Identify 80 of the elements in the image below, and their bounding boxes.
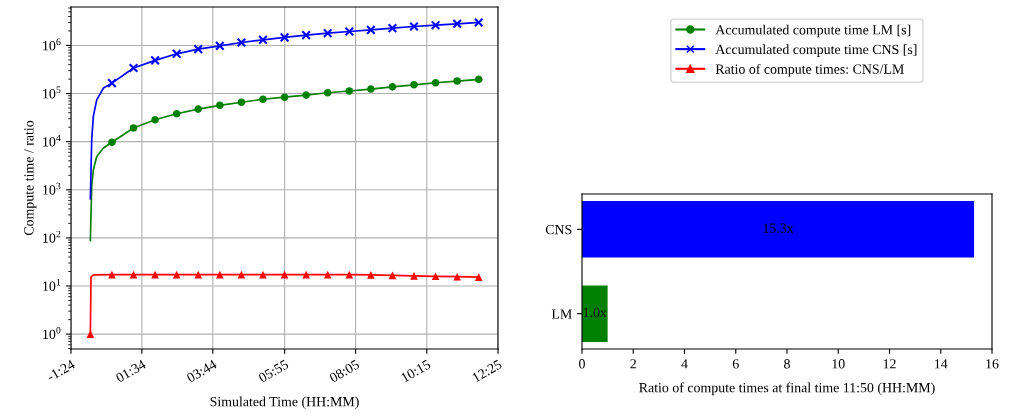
x-tick-label: 0 [579, 359, 585, 369]
y-tick-label: 10$^{2}$ [43, 230, 61, 243]
point [367, 271, 375, 279]
point [453, 77, 461, 85]
point [129, 124, 138, 132]
point [322, 28, 333, 39]
point [172, 109, 181, 118]
point [387, 23, 398, 33]
x-tick-label: 05:55 [257, 359, 290, 383]
point [452, 18, 463, 29]
point [194, 105, 203, 113]
point [473, 17, 484, 28]
point [344, 26, 355, 37]
point [108, 138, 116, 147]
point [410, 272, 418, 280]
x-tick-label: 14 [935, 359, 948, 369]
x-tick-label: 16 [986, 359, 999, 369]
y-tick-label: 10$^{4}$ [43, 134, 61, 147]
y-tick-label: 10$^{5}$ [43, 86, 61, 99]
point [279, 32, 290, 43]
point [474, 75, 483, 84]
point [366, 25, 376, 35]
point [237, 98, 246, 107]
x-tick-label: 6 [732, 359, 739, 369]
point [171, 48, 182, 59]
x-tick-label: 4 [681, 359, 688, 369]
point [388, 83, 397, 91]
point [345, 87, 354, 95]
point [430, 20, 441, 31]
point [410, 81, 418, 89]
y-tick-label: 10$^{0}$ [43, 327, 61, 340]
legend-label: Accumulated compute time LM [s] [715, 24, 911, 38]
point [150, 55, 160, 66]
point [258, 34, 268, 45]
x-tick-label: 10 [832, 359, 845, 369]
point [431, 78, 440, 87]
point [280, 93, 289, 102]
point [453, 272, 461, 281]
x-axis-title: Simulated Time (HH:MM) [210, 396, 359, 410]
point [431, 272, 440, 281]
y-tick-label: 10$^{6}$ [43, 38, 61, 51]
point [367, 85, 375, 93]
x-tick-label: 2 [630, 359, 636, 369]
point [194, 270, 203, 279]
point [302, 91, 310, 99]
point [128, 63, 139, 73]
point [214, 41, 225, 51]
x-tick-label: 12 [883, 359, 896, 369]
point [388, 271, 397, 280]
point [236, 37, 247, 48]
y-tick-label: 10$^{1}$ [43, 279, 61, 291]
point [301, 30, 311, 40]
point [216, 101, 224, 110]
point [409, 21, 419, 32]
x-tick-label: 8 [784, 359, 790, 369]
x-axis-title: Ratio of compute times at final time 11:50 (HH:MM) [639, 382, 935, 396]
point [193, 44, 204, 54]
y-axis-title: Compute time / ratio [24, 120, 37, 236]
point [107, 78, 117, 88]
data-label: 15.3x [763, 223, 794, 233]
point [345, 270, 354, 279]
data-label: 1.0x [583, 307, 607, 318]
x-tick-label: 08:05 [328, 359, 361, 383]
point [474, 273, 483, 281]
point [151, 115, 159, 124]
y-tick-label: 10$^{3}$ [43, 182, 61, 195]
y-tick-label: LM [551, 309, 572, 319]
legend-label: Ratio of compute times: CNS/LM [715, 63, 904, 77]
x-tick-label: 12:25 [471, 359, 503, 383]
point [323, 88, 332, 97]
x-tick-label: 10:15 [400, 359, 432, 383]
point [172, 270, 181, 279]
point [216, 270, 224, 279]
point [86, 330, 95, 338]
x-tick-label: 01:34 [115, 359, 147, 383]
x-tick-label: 03:44 [186, 359, 218, 383]
legend-label: Accumulated compute time CNS [s] [715, 44, 917, 57]
point [259, 95, 267, 104]
x-tick-label: -1:24 [46, 359, 76, 382]
y-tick-label: CNS [545, 224, 572, 235]
